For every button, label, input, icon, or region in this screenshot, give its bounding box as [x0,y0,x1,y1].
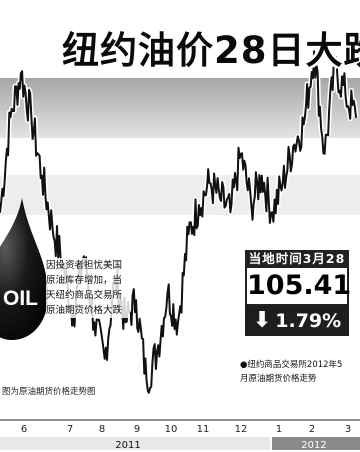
year-label: 2012 [301,440,326,451]
chart-description: 图为原油期货价格走势图 [2,387,96,397]
year-band-2011 [0,437,270,450]
price-date-label: 当地时间3月28日 [245,250,349,284]
chart-title: 纽约油价28日大跌 [62,29,360,72]
x-tick-label: 12 [235,424,248,435]
x-tick-label: 2 [309,424,315,435]
oil-logo-text: OIL [3,287,38,310]
data-point [240,153,242,155]
x-tick-label: 1 [276,424,282,435]
year-label: 2011 [115,440,140,451]
data-point [219,196,221,199]
data-point [156,350,158,353]
data-point [198,204,200,206]
data-point [250,204,253,206]
data-point [313,50,315,53]
data-point [323,153,326,155]
x-tick-label: 11 [197,424,210,435]
source-line: ●纽约商品交易所2012年5 [240,360,343,370]
data-point [41,174,43,177]
down-arrow-icon: ⬇ [252,308,272,333]
source-line: 月原油期货价格走势 [240,374,317,384]
x-tick-label: 7 [67,424,73,435]
data-point [93,321,95,324]
price-change: ⬇ 1.79% [245,306,349,336]
x-tick-label: 3 [345,424,351,435]
note-line: 原油期货价格大跌 [46,305,123,316]
data-point [0,211,1,214]
data-point [229,211,232,214]
data-point [20,72,22,74]
data-point [135,299,137,302]
note-line: 天纽约商品交易所 [46,290,123,301]
x-tick-label: 8 [99,424,105,435]
data-point [334,65,336,67]
data-point [103,358,106,360]
oil-drop-icon [0,198,48,340]
price-value: 105.41 [245,268,351,306]
data-point [292,145,295,148]
data-point [9,116,12,118]
price-badge: 当地时间3月28日 105.41 ⬇ 1.79% [245,250,351,336]
annotation-note: 因投资者担忧美国 原油库存增加，当 天纽约商品交易所 原油期货价格大跌 [46,258,130,318]
data-point [30,116,33,118]
note-line: 因投资者担忧美国 [46,260,123,271]
data-point [281,182,284,184]
x-tick-label: 9 [134,424,140,435]
data-point [83,255,85,258]
data-point [124,321,127,324]
data-point [344,94,347,96]
data-point [177,321,179,324]
price-change-value: 1.79% [275,310,342,332]
lower-band [0,175,360,215]
source-note: ●纽约商品交易所2012年5 月原油期货价格走势 [240,358,358,386]
data-point [187,233,190,236]
note-line: 原油库存增加，当 [46,275,123,286]
data-point [208,182,211,184]
data-point [166,292,169,294]
oil-drop-logo: OIL [0,198,48,340]
data-point [261,174,263,177]
data-point [145,379,148,382]
data-point [271,211,274,214]
x-tick-label: 10 [165,424,178,435]
data-point [355,116,357,118]
year-band-2012 [272,437,360,450]
series-layer [0,48,359,396]
data-point [302,123,305,126]
data-point [51,226,54,228]
x-tick-label: 6 [21,424,27,435]
